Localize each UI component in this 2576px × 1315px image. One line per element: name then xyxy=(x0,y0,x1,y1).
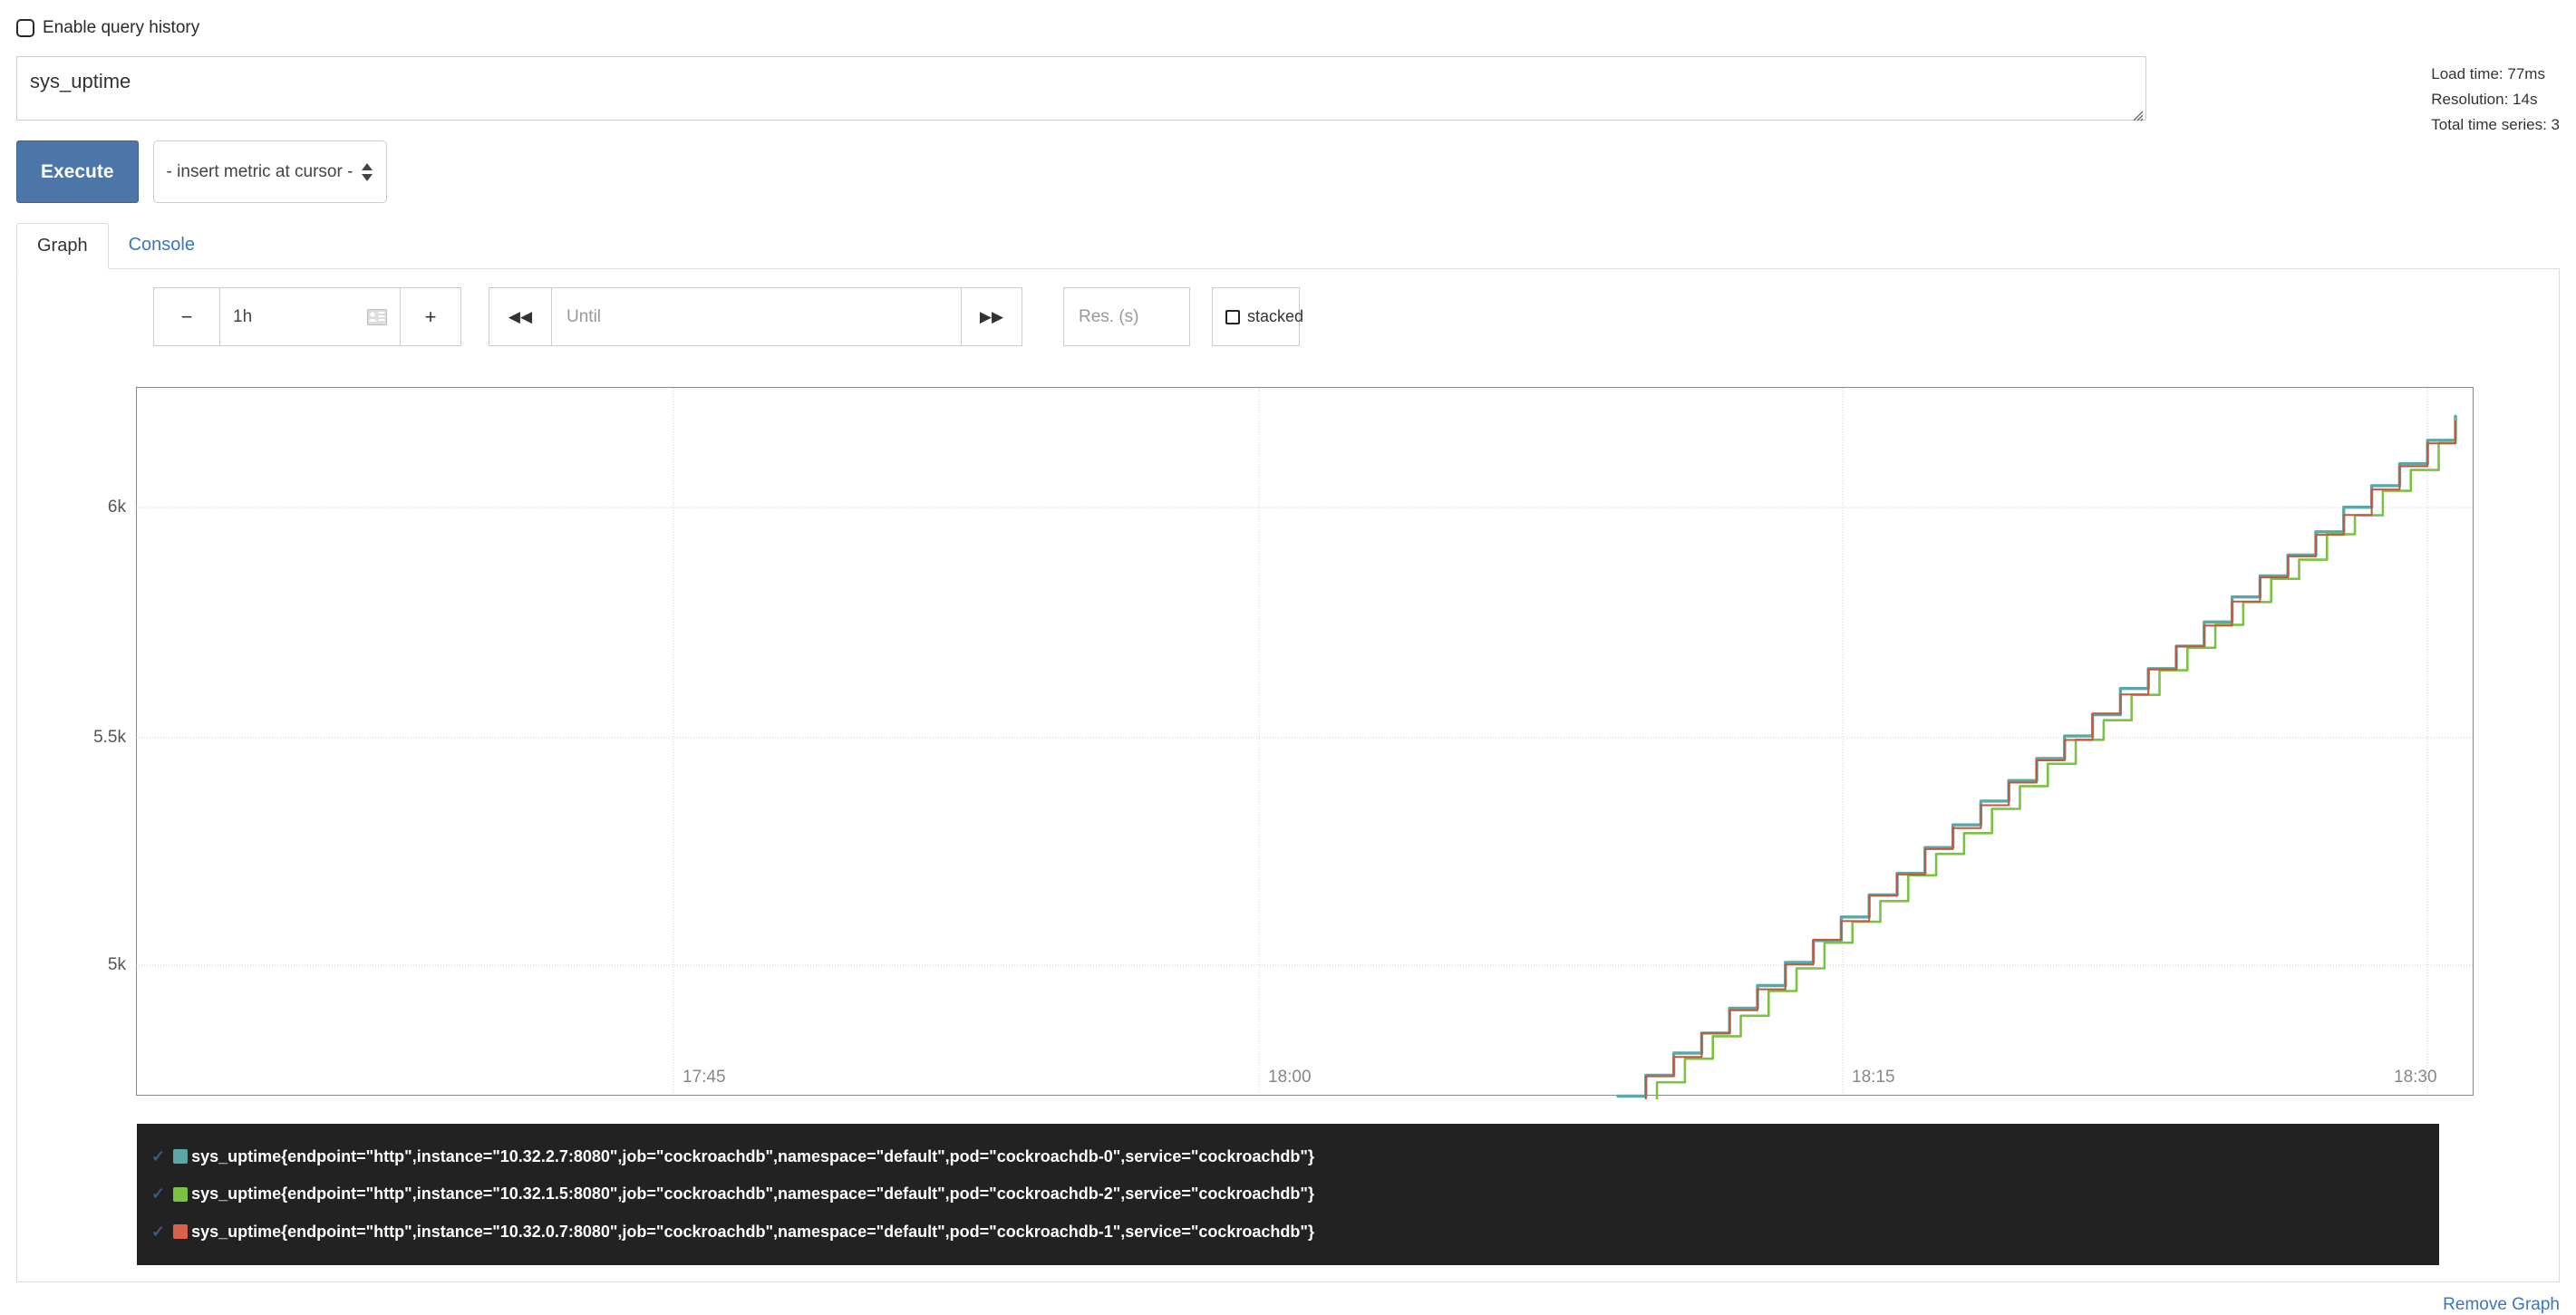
svg-text:5k: 5k xyxy=(108,955,127,974)
svg-text:6k: 6k xyxy=(108,498,127,517)
svg-text:5.5k: 5.5k xyxy=(93,728,126,747)
svg-text:17:45: 17:45 xyxy=(683,1068,726,1087)
svg-text:18:30: 18:30 xyxy=(2394,1068,2437,1087)
svg-text:18:00: 18:00 xyxy=(1268,1068,1312,1087)
svg-text:18:15: 18:15 xyxy=(1852,1068,1895,1087)
